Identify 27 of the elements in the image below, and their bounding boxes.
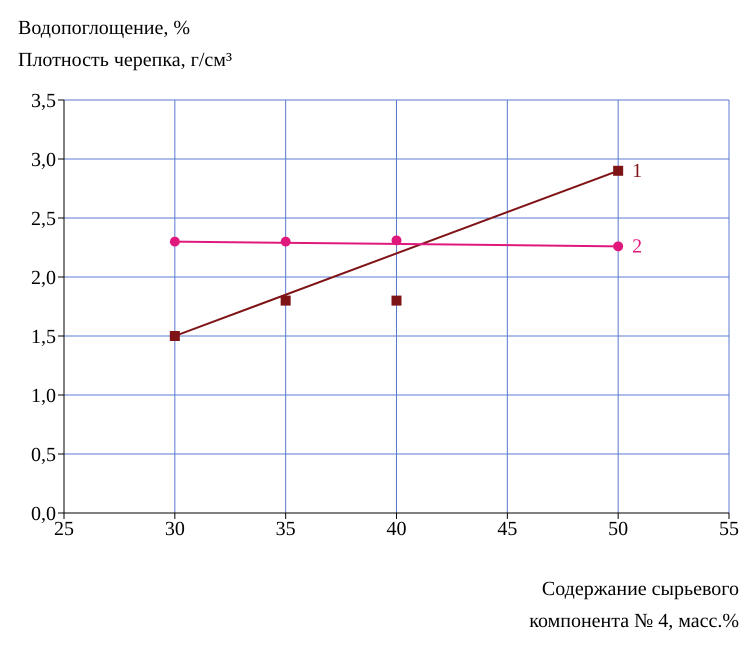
point: [170, 331, 180, 341]
point: [170, 236, 180, 247]
y-tick-label: 3,0: [31, 149, 56, 172]
x-tick-label: 30: [164, 518, 185, 540]
point: [392, 296, 402, 306]
point: [392, 235, 402, 246]
point: [613, 241, 624, 252]
x-tick-label: 25: [54, 518, 74, 540]
point: [280, 296, 291, 306]
point: [280, 236, 291, 247]
y-tick-label: 0,0: [31, 503, 56, 526]
y-tick-label: 1,5: [31, 326, 56, 348]
point: [613, 166, 624, 176]
x-axis-title: Содержание сырьевого компонента № 4, масс.%: [529, 578, 739, 632]
x-tick-label: 50: [608, 518, 628, 540]
series-label: 2: [632, 235, 642, 258]
x-tick-label: 35: [276, 518, 296, 540]
y-tick-label: 2,0: [31, 267, 56, 290]
y-tick-label: 0,5: [31, 444, 56, 466]
y-axis-title: Водопоглощение, % Плотность черепка, г/см³: [18, 17, 232, 71]
series-label: 1: [632, 160, 642, 182]
x-tick-label: 55: [719, 518, 739, 540]
y-tick-label: 1,0: [31, 385, 56, 408]
y-tick-label: 3,5: [31, 90, 56, 112]
x-tick-label: 45: [497, 518, 518, 540]
x-tick-label: 40: [386, 518, 406, 540]
y-tick-label: 2,5: [31, 208, 56, 230]
